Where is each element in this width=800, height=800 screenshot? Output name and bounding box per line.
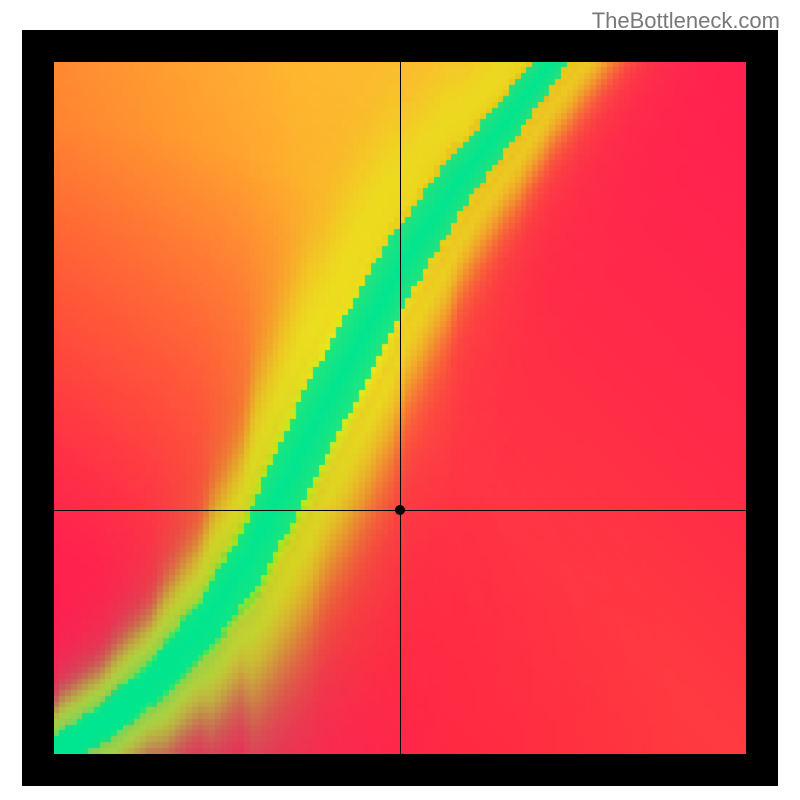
watermark-text: TheBottleneck.com: [592, 8, 780, 34]
crosshair-vertical: [400, 62, 401, 754]
plot-area: [54, 62, 746, 754]
marker-dot: [395, 505, 405, 515]
plot-frame: [22, 30, 778, 786]
root-container: TheBottleneck.com: [0, 0, 800, 800]
